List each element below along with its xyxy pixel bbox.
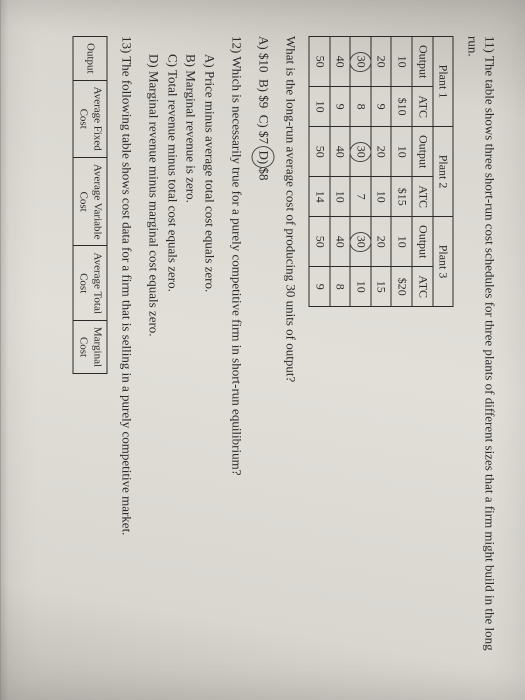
plant1-header: Plant 1 — [432, 37, 453, 127]
opt-d-val: $8 — [256, 167, 271, 180]
ct-output: Output — [73, 37, 107, 81]
q12-opt-b: B) Marginal revenue is zero. — [182, 54, 199, 664]
table-row: 308 307 3010 — [350, 37, 371, 307]
q12-opt-c: C) Total revenue minus total cost equals… — [163, 54, 180, 664]
ct-avc: Average VariableCost — [73, 157, 107, 246]
col-atc: ATC — [412, 87, 433, 127]
q12-opt-a: A) Price minus average total cost equals… — [201, 54, 218, 664]
q11-text: The table shows three short-run cost sch… — [465, 36, 497, 651]
opt-a: A) $10 — [256, 36, 271, 72]
q12-text: Which is necessarily true for a purely c… — [229, 56, 244, 475]
ct-mc: MarginalCost — [73, 320, 107, 373]
q12-number: 12) — [229, 36, 244, 53]
opt-b: B) $9 — [256, 79, 271, 108]
col-atc: ATC — [412, 267, 433, 307]
q12-opt-d: D) Marginal revenue minus marginal cost … — [144, 54, 161, 664]
table-row: 209 2010 2015 — [370, 37, 391, 307]
col-output: Output — [412, 37, 433, 87]
lratc-options: A) $10 B) $9 C) $7 D) $8 — [254, 36, 271, 664]
table-row: 10$10 10$15 10$20 — [391, 37, 412, 307]
question-12: 12) Which is necessarily true for a pure… — [227, 36, 244, 664]
plant3-header: Plant 3 — [432, 217, 453, 307]
table-row: 5010 5014 509 — [309, 37, 330, 307]
table-row: 409 4010 408 — [329, 37, 350, 307]
col-atc: ATC — [412, 177, 433, 217]
question-11: 11) The table shows three short-run cost… — [463, 36, 497, 664]
plant2-header: Plant 2 — [432, 127, 453, 217]
q13-number: 13) — [119, 36, 134, 53]
q13-text: The following table shows cost data for … — [119, 56, 134, 535]
col-output: Output — [412, 127, 433, 177]
col-output: Output — [412, 217, 433, 267]
cost-table: Output Average FixedCost Average Variabl… — [72, 36, 107, 374]
ct-afc: Average FixedCost — [73, 80, 107, 157]
question-lratc: What is the long-run average cost of pro… — [281, 36, 298, 664]
question-13: 13) The following table shows cost data … — [117, 36, 134, 664]
opt-d-prefix: D) — [256, 150, 271, 164]
ct-atc: Average TotalCost — [73, 246, 107, 320]
plants-table: Plant 1 Plant 2 Plant 3 Output ATC Outpu… — [308, 36, 453, 307]
q11-number: 11) — [482, 36, 497, 53]
opt-c: C) $7 — [256, 115, 271, 144]
q12-options: A) Price minus average total cost equals… — [144, 36, 218, 664]
